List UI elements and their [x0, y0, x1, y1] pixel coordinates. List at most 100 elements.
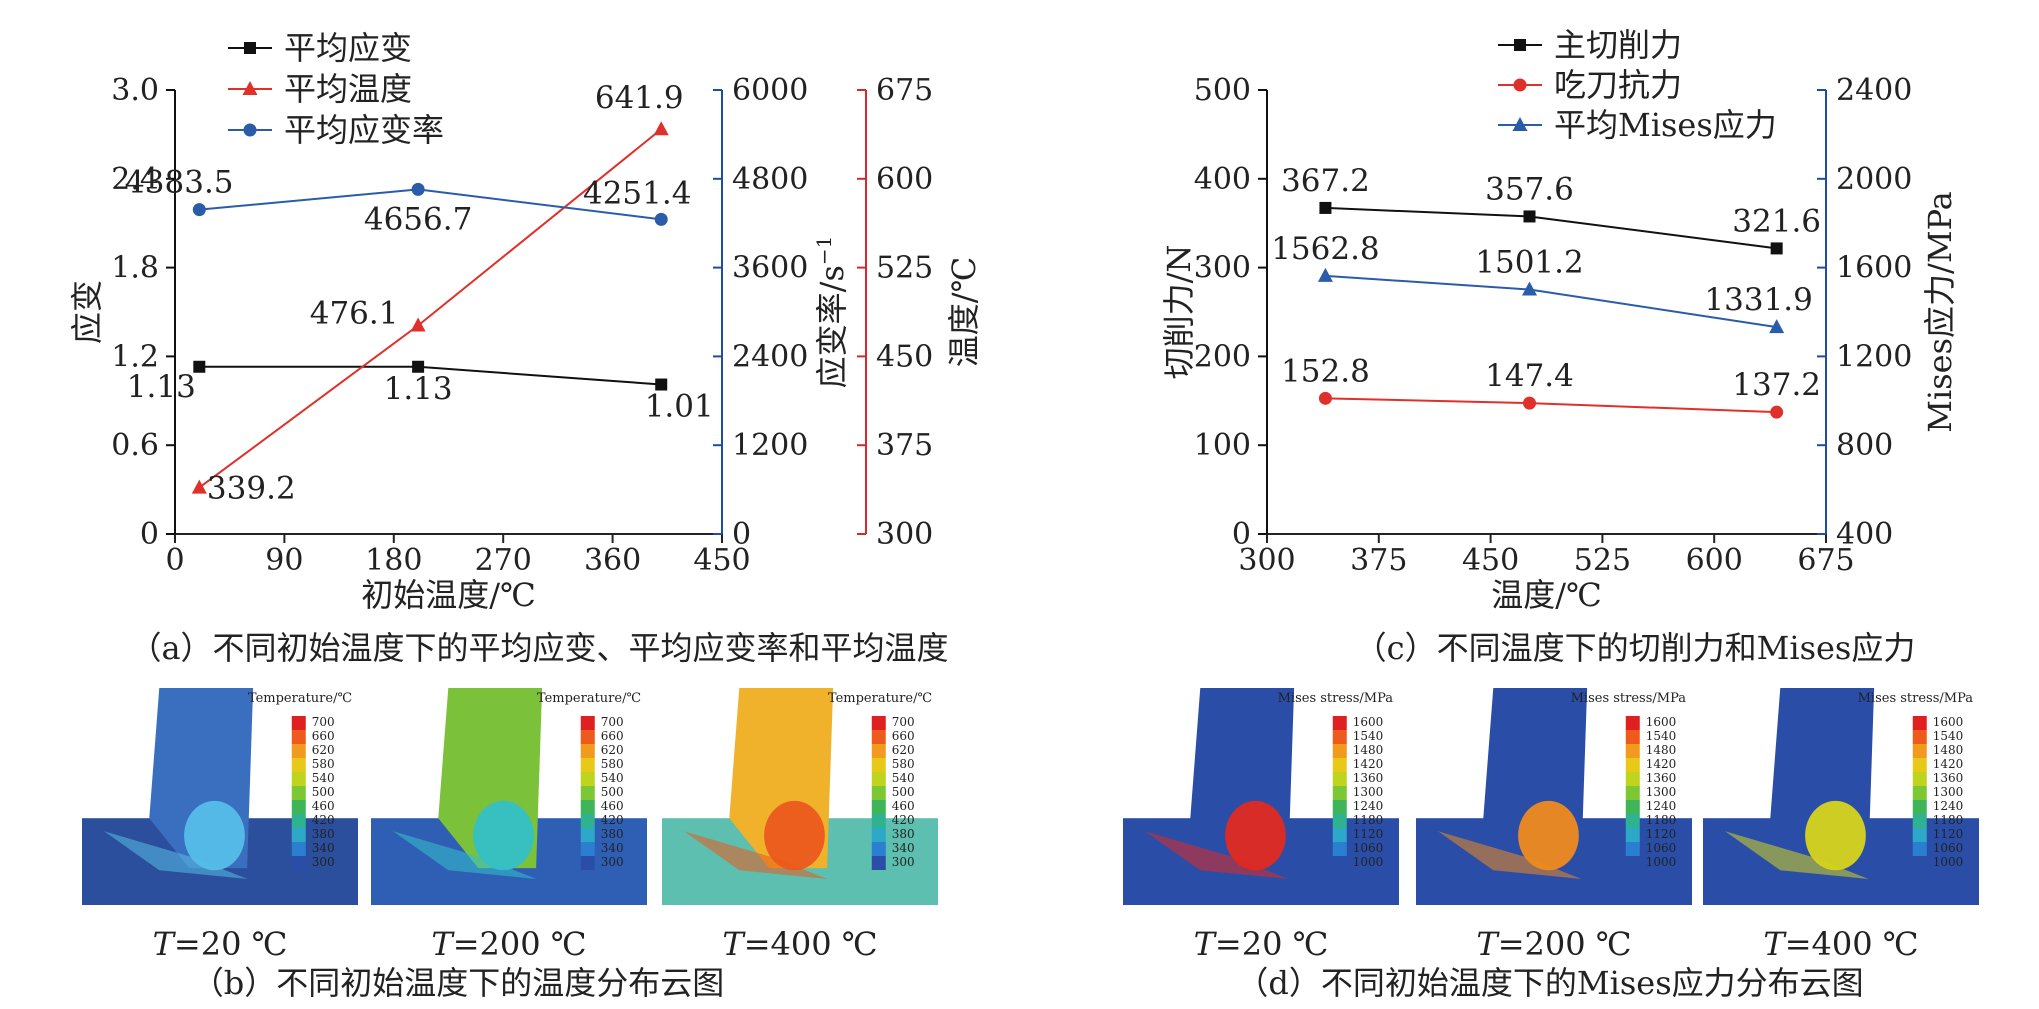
- x-tick-label: 600: [1686, 543, 1743, 578]
- contour-label-value: =400 ℃: [1785, 925, 1919, 963]
- colorbar-swatch: [580, 730, 595, 744]
- colorbar-tick-label: 1600: [1646, 715, 1677, 729]
- colorbar-swatch: [1332, 814, 1347, 828]
- colorbar-tick-label: 1600: [1933, 715, 1964, 729]
- colorbar-tick-label: 1120: [1933, 827, 1964, 841]
- colorbar-tick-label: 1180: [1933, 813, 1964, 827]
- x-tick-label: 180: [365, 543, 422, 578]
- colorbar-swatch: [580, 744, 595, 758]
- y-axis-title-text: Mises应力/MPa: [1921, 191, 1959, 433]
- hot-zone: [1518, 800, 1579, 871]
- colorbar-swatch: [1912, 772, 1927, 786]
- colorbar-tick-label: 500: [892, 785, 915, 799]
- y-tick-label: 800: [1836, 428, 1893, 463]
- colorbar-tick-label: 1360: [1646, 771, 1677, 785]
- colorbar-swatch: [1332, 744, 1347, 758]
- colorbar-swatch: [1625, 716, 1640, 730]
- y-tick-label: 400: [1194, 162, 1251, 197]
- colorbar-swatch: [1625, 814, 1640, 828]
- y-axis-title-stress: Mises应力/MPa: [1921, 191, 1959, 433]
- y-tick-label: 525: [876, 251, 933, 286]
- colorbar-tick-label: 1540: [1646, 729, 1677, 743]
- colorbar-swatch: [1912, 828, 1927, 842]
- x-tick-label: 0: [165, 543, 184, 578]
- x-tick-label: 675: [1797, 543, 1854, 578]
- y-axis-title-rate: 应变率/s−1: [812, 236, 851, 389]
- colorbar-swatch: [1332, 786, 1347, 800]
- data-point-0-2: [1770, 242, 1783, 255]
- colorbar-swatch: [1912, 842, 1927, 856]
- contour-label-2: T=400 ℃: [722, 925, 877, 963]
- colorbar-tick-label: 540: [892, 771, 915, 785]
- y-tick-label: 0: [1232, 517, 1251, 552]
- data-label-0-2: 321.6: [1732, 203, 1821, 239]
- y-axis-title-temp: 温度/℃: [945, 257, 983, 368]
- y-tick-label: 450: [876, 339, 933, 374]
- colorbar-swatch: [871, 856, 886, 870]
- colorbar-tick-label: 1240: [1353, 799, 1384, 813]
- contour-panel-0: Mises stress/MPa 160015401480142013601300…: [1123, 688, 1399, 963]
- x-tick-label: 450: [1462, 543, 1519, 578]
- contour-label-0: T=20 ℃: [153, 925, 288, 963]
- shear-band: [1438, 831, 1582, 879]
- colorbar-tick-label: 300: [892, 855, 915, 869]
- data-point-1-1: [410, 317, 426, 332]
- colorbar-tick-label: 1000: [1933, 855, 1964, 869]
- colorbar-swatch: [871, 730, 886, 744]
- contour-label-0: T=20 ℃: [1194, 925, 1329, 963]
- panel-d-stress-contours: Mises stress/MPa160015401480142013601300…: [1123, 688, 1979, 1002]
- contour-label-var: T: [1763, 925, 1787, 963]
- colorbar-swatch: [291, 814, 306, 828]
- colorbar-tick-label: 580: [312, 757, 335, 771]
- y-tick-label: 4800: [732, 162, 808, 197]
- colorbar-tick-label: 1600: [1353, 715, 1384, 729]
- colorbar-tick-label: 1480: [1646, 743, 1677, 757]
- colorbar-tick-label: 340: [892, 841, 915, 855]
- contour-label-value: =400 ℃: [744, 925, 878, 963]
- legend-entry-0: 平均应变: [284, 29, 412, 67]
- data-point-2-2: [1769, 319, 1785, 334]
- colorbar-swatch: [291, 842, 306, 856]
- colorbar-tick-label: 1120: [1353, 827, 1384, 841]
- y-axis-title-text: 应变: [68, 280, 106, 344]
- colorbar-swatch: [1332, 772, 1347, 786]
- y-tick-label: 1.2: [111, 339, 159, 374]
- colorbar-tick-label: 1180: [1353, 813, 1384, 827]
- data-label-2-0: 1562.8: [1271, 231, 1379, 267]
- data-point-0-0: [1319, 201, 1332, 214]
- colorbar-swatch: [1625, 842, 1640, 856]
- colorbar-swatch: [1332, 758, 1347, 772]
- colorbar-swatch: [1625, 758, 1640, 772]
- y-axis-title-text: 应变率/s: [813, 265, 851, 388]
- y-tick-label: 1200: [1836, 339, 1912, 374]
- y-tick-label: 100: [1194, 428, 1251, 463]
- data-label-2-1: 1501.2: [1475, 245, 1583, 281]
- contour-label-var: T: [431, 925, 455, 963]
- data-point-1-1: [1523, 396, 1537, 410]
- y-tick-label: 0: [140, 517, 159, 552]
- colorbar-tick-label: 1060: [1933, 841, 1964, 855]
- colorbar-tick-label: 620: [601, 743, 624, 757]
- shear-band: [104, 831, 248, 879]
- colorbar-tick-label: 1360: [1353, 771, 1384, 785]
- legend-entry-1: 平均温度: [284, 70, 412, 108]
- data-label-1-0: 152.8: [1281, 353, 1370, 389]
- contour-panel-2: Temperature/℃ 700660620580540500460420380…: [662, 688, 938, 963]
- contour-label-var: T: [153, 925, 177, 963]
- data-point-2-1: [411, 182, 425, 196]
- legend-entry-2: 平均应变率: [284, 111, 444, 149]
- chart-a-strain-rate-temperature: 0 90 180 270 360 450 初始温度/℃ 0 0.6 1.2 1.8 2.4 3.0 应变 0…: [68, 29, 983, 667]
- y-tick-label: 600: [876, 162, 933, 197]
- contour-panel-2: Mises stress/MPa 160015401480142013601300…: [1703, 688, 1979, 963]
- colorbar-swatch: [580, 814, 595, 828]
- figure-caption: （a）不同初始温度下的平均应变、平均应变率和平均温度: [129, 629, 948, 667]
- colorbar-swatch: [291, 786, 306, 800]
- colorbar-swatch: [1332, 828, 1347, 842]
- data-point-2-2: [654, 212, 668, 226]
- x-tick-label: 90: [265, 543, 303, 578]
- colorbar-tick-label: 1000: [1646, 855, 1677, 869]
- figure-caption: （c）不同温度下的切削力和Mises应力: [1355, 629, 1916, 667]
- colorbar-tick-label: 1420: [1353, 757, 1384, 771]
- data-label-2-1: 4656.7: [364, 201, 472, 237]
